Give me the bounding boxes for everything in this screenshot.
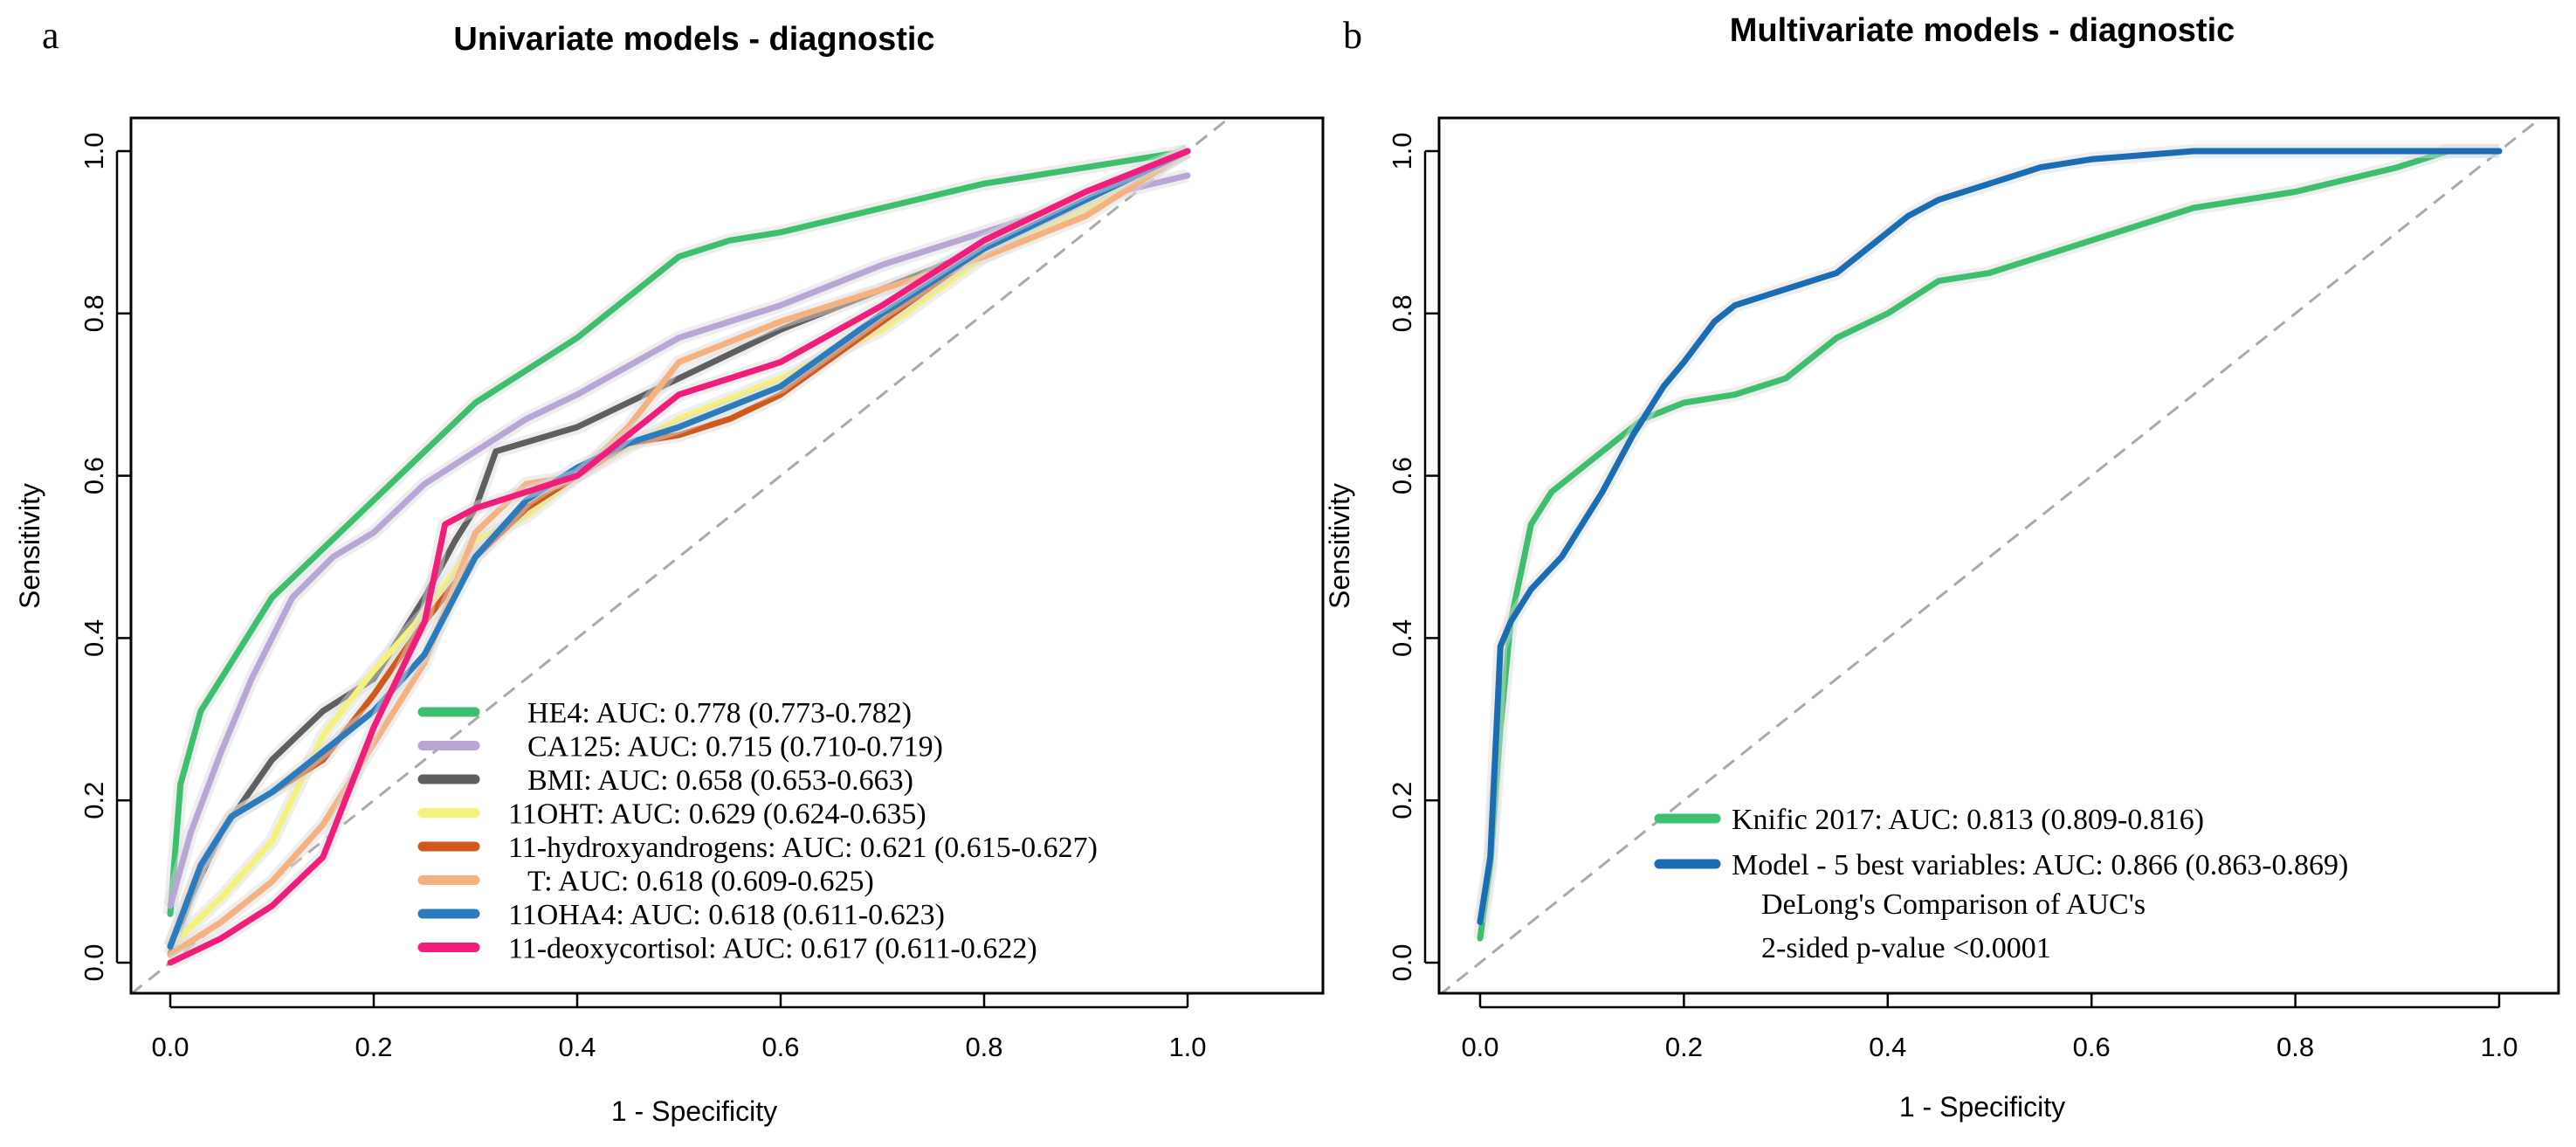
diagonal-reference-line bbox=[1439, 118, 2544, 993]
x-tick-label: 1.0 bbox=[1168, 1032, 1206, 1062]
panel-b-title: Multivariate models - diagnostic bbox=[1730, 12, 2235, 49]
panel-a-plot-area: 0.0 0.2 0.4 0.6 0.8 1.0 0.0 0.2 0.4 0.6 0.8 1.0 HE4:… bbox=[79, 116, 1325, 1062]
x-tick-label: 0.6 bbox=[761, 1032, 799, 1062]
y-tick-label: 0.0 bbox=[1387, 943, 1417, 981]
y-tick-label: 0.8 bbox=[1387, 294, 1417, 332]
plot-frame bbox=[1437, 116, 2560, 995]
panel-a-univariate: a Univariate models - diagnostic 1 - Spe… bbox=[14, 14, 1325, 1127]
y-tick-label: 1.0 bbox=[1387, 132, 1417, 169]
legend-label: CA125: AUC: 0.715 (0.710-0.719) bbox=[527, 731, 943, 764]
legend: Knific 2017: AUC: 0.813 (0.809-0.816) Mod… bbox=[1654, 804, 2348, 881]
roc-line-model-5-best-variables bbox=[1477, 148, 2503, 925]
legend-label: T: AUC: 0.618 (0.609-0.625) bbox=[527, 866, 874, 898]
legend-label: HE4: AUC: 0.778 (0.773-0.782) bbox=[527, 697, 912, 729]
roc-line-he4 bbox=[167, 148, 1191, 917]
x-tick-label: 0.8 bbox=[965, 1032, 1002, 1062]
legend-label: 11OHT: AUC: 0.629 (0.624-0.635) bbox=[508, 798, 926, 831]
legend-label: 11-hydroxyandrogens: AUC: 0.621 (0.615-0… bbox=[508, 832, 1098, 864]
y-tick-label: 0.2 bbox=[79, 782, 109, 819]
roc-line-11oht bbox=[167, 148, 1191, 950]
x-tick-label: 0.0 bbox=[1461, 1032, 1498, 1062]
roc-line-11-deoxycortisol bbox=[167, 148, 1191, 966]
x-tick-label: 0.8 bbox=[2276, 1032, 2314, 1062]
legend-label: 11-deoxycortisol: AUC: 0.617 (0.611-0.62… bbox=[508, 933, 1037, 965]
roc-line-11oha4 bbox=[167, 148, 1191, 950]
x-tick-label: 0.2 bbox=[1665, 1032, 1703, 1062]
legend-label: BMI: AUC: 0.658 (0.653-0.663) bbox=[527, 764, 913, 797]
x-tick-label: 0.2 bbox=[355, 1032, 392, 1062]
panel-b-letter: b bbox=[1343, 14, 1362, 57]
plot-frame bbox=[129, 116, 1325, 995]
x-tick-label: 0.4 bbox=[558, 1032, 596, 1062]
panel-b-plot-area: 0.0 0.2 0.4 0.6 0.8 1.0 0.0 0.2 0.4 0.6 0.8 1.0 Knif… bbox=[1387, 116, 2560, 1062]
panel-b-multivariate: b Multivariate models - diagnostic 1 - S… bbox=[1324, 12, 2560, 1123]
significance-note: DeLong's Comparison of AUC's bbox=[1761, 888, 2146, 921]
panel-a-x-axis-label: 1 - Specificity bbox=[611, 1095, 777, 1127]
legend-label: 11OHA4: AUC: 0.618 (0.611-0.623) bbox=[508, 899, 945, 931]
panel-a-y-axis-label: Sensitivity bbox=[14, 483, 45, 609]
roc-line-knific-2017 bbox=[1477, 148, 2503, 942]
panel-a-title: Univariate models - diagnostic bbox=[453, 21, 934, 58]
y-tick-label: 0.8 bbox=[79, 294, 109, 332]
legend-label: Knific 2017: AUC: 0.813 (0.809-0.816) bbox=[1732, 804, 2204, 836]
y-tick-label: 0.2 bbox=[1387, 782, 1417, 819]
panel-a-letter: a bbox=[42, 14, 59, 57]
y-tick-label: 0.6 bbox=[79, 457, 109, 494]
x-tick-label: 0.0 bbox=[151, 1032, 189, 1062]
y-tick-label: 0.0 bbox=[79, 943, 109, 981]
roc-line-ca125 bbox=[167, 172, 1191, 909]
x-tick-label: 0.4 bbox=[1869, 1032, 1906, 1062]
significance-note: 2-sided p-value <0.0001 bbox=[1761, 932, 2051, 964]
legend-label: Model - 5 best variables: AUC: 0.866 (0.… bbox=[1732, 849, 2348, 881]
y-tick-label: 0.4 bbox=[1387, 619, 1417, 657]
panel-b-y-axis-label: Sensitivity bbox=[1324, 483, 1355, 609]
y-tick-label: 0.6 bbox=[1387, 457, 1417, 494]
x-tick-label: 0.6 bbox=[2073, 1032, 2111, 1062]
x-tick-label: 1.0 bbox=[2480, 1032, 2517, 1062]
panel-b-x-axis-label: 1 - Specificity bbox=[1899, 1091, 2065, 1123]
y-tick-label: 0.4 bbox=[79, 619, 109, 657]
y-tick-label: 1.0 bbox=[79, 132, 109, 169]
legend: HE4: AUC: 0.778 (0.773-0.782)CA125: AUC:… bbox=[417, 697, 1098, 965]
